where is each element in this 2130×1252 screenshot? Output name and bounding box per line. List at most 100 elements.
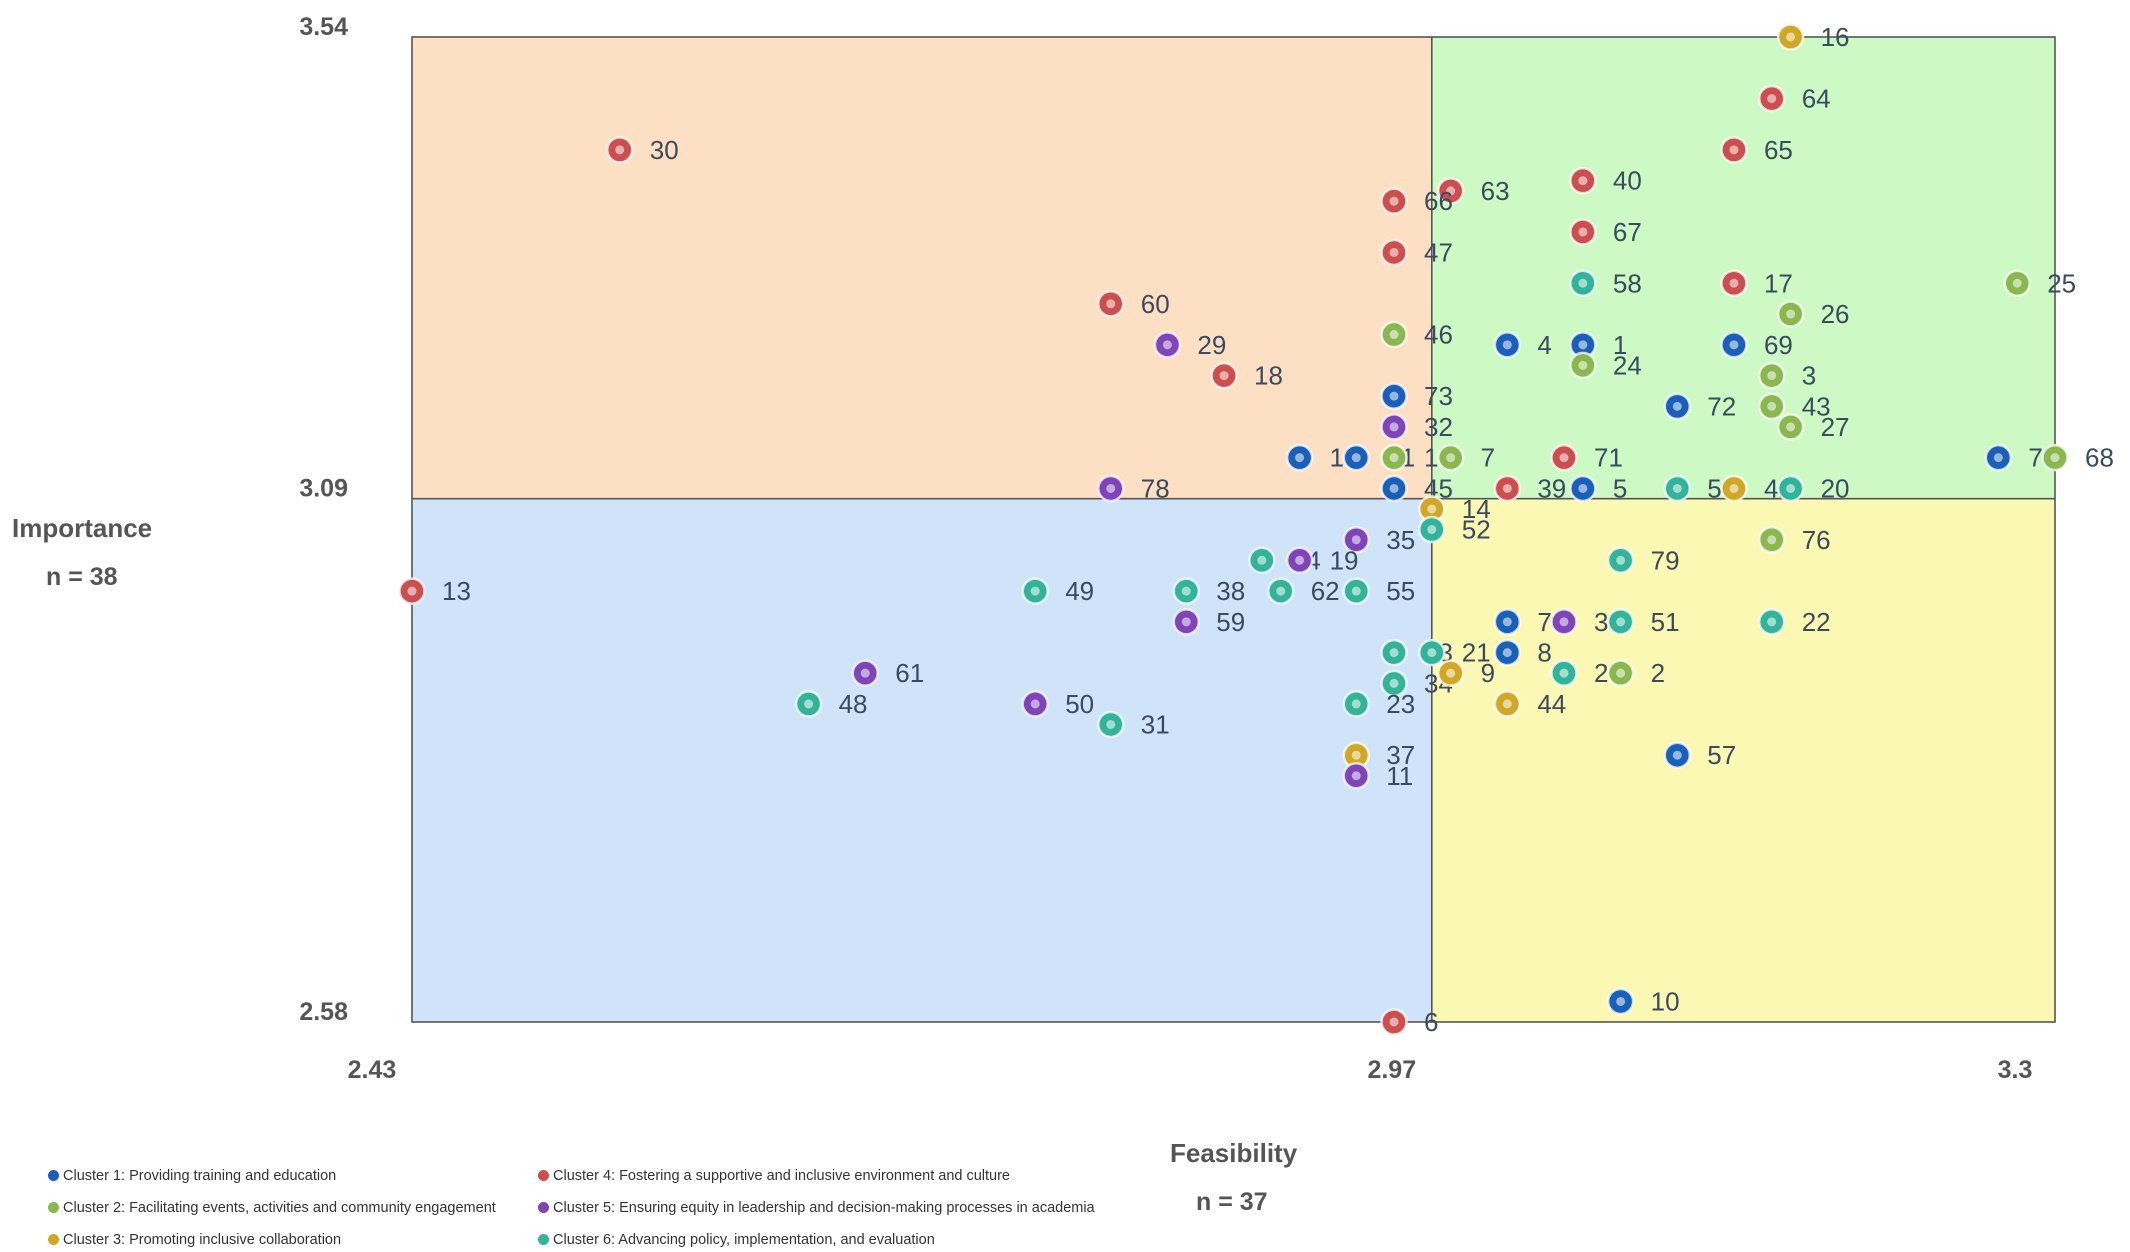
legend-label: Cluster 4: Fostering a supportive and in… bbox=[553, 1168, 1010, 1184]
legend-item-cluster-6: Cluster 6: Advancing policy, implementat… bbox=[538, 1232, 935, 1248]
data-point: 55 bbox=[1342, 576, 1415, 606]
point-marker-center bbox=[1786, 483, 1796, 493]
point-label: 43 bbox=[1802, 391, 1831, 421]
point-label: 64 bbox=[1802, 84, 1831, 114]
point-marker-center bbox=[1389, 330, 1399, 340]
point-marker-center bbox=[1767, 371, 1777, 381]
point-marker-center bbox=[1351, 535, 1361, 545]
data-point: 48 bbox=[794, 689, 868, 719]
legend-item-cluster-4: Cluster 4: Fostering a supportive and in… bbox=[538, 1168, 1010, 1184]
data-point: 18 bbox=[1210, 361, 1283, 391]
point-marker-center bbox=[1446, 453, 1456, 463]
point-label: 9 bbox=[1481, 658, 1495, 688]
data-point: 26 bbox=[1776, 299, 1850, 329]
legend-label: Cluster 2: Facilitating events, activiti… bbox=[63, 1200, 496, 1216]
plot-border bbox=[411, 36, 2056, 1023]
point-label: 62 bbox=[1311, 576, 1340, 606]
point-marker-center bbox=[1578, 227, 1588, 237]
point-marker-center bbox=[1389, 678, 1399, 688]
point-label: 72 bbox=[1707, 391, 1736, 421]
data-point: 4 bbox=[1493, 330, 1552, 360]
point-label: 47 bbox=[1424, 237, 1453, 267]
point-marker-center bbox=[1295, 555, 1305, 565]
point-marker-center bbox=[1786, 32, 1796, 42]
point-marker-center bbox=[1502, 648, 1512, 658]
data-point: 20 bbox=[1776, 473, 1850, 503]
data-point: 35 bbox=[1342, 525, 1415, 555]
data-point: 16 bbox=[1776, 22, 1850, 52]
point-marker-center bbox=[1389, 391, 1399, 401]
data-point: 25 bbox=[2003, 268, 2076, 298]
point-marker-center bbox=[1616, 668, 1626, 678]
point-label: 8 bbox=[1537, 638, 1551, 668]
quadrant-lower-right bbox=[1431, 498, 2055, 1022]
data-point: 37 bbox=[1342, 740, 1415, 770]
legend-dot-icon bbox=[48, 1202, 59, 1213]
point-label: 50 bbox=[1065, 689, 1094, 719]
legend-label: Cluster 1: Providing training and educat… bbox=[63, 1168, 337, 1184]
data-point: 13 bbox=[398, 576, 471, 606]
point-marker-center bbox=[1729, 483, 1739, 493]
point-label: 46 bbox=[1424, 320, 1453, 350]
quadrant-backgrounds bbox=[412, 37, 2055, 1022]
point-marker-center bbox=[1351, 771, 1361, 781]
point-marker-center bbox=[1729, 278, 1739, 288]
data-point: 42 bbox=[1720, 473, 1793, 503]
quadrant-lower-left bbox=[412, 498, 1432, 1022]
data-point: 79 bbox=[1606, 545, 1680, 575]
data-point: 8 bbox=[1493, 638, 1552, 668]
point-marker-center bbox=[1502, 617, 1512, 627]
legend-item-cluster-2: Cluster 2: Facilitating events, activiti… bbox=[48, 1200, 496, 1216]
data-point: 9 bbox=[1436, 658, 1495, 688]
point-label: 57 bbox=[1707, 740, 1736, 770]
point-label: 24 bbox=[1613, 350, 1642, 380]
point-marker-center bbox=[1389, 648, 1399, 658]
point-label: 76 bbox=[1802, 525, 1831, 555]
point-label: 37 bbox=[1386, 740, 1415, 770]
point-label: 59 bbox=[1216, 607, 1245, 637]
point-marker-center bbox=[407, 586, 417, 596]
point-label: 69 bbox=[1764, 330, 1793, 360]
data-point: 51 bbox=[1606, 607, 1680, 637]
point-label: 31 bbox=[1141, 709, 1170, 739]
legend-label: Cluster 5: Ensuring equity in leadership… bbox=[553, 1200, 1095, 1216]
point-label: 4 bbox=[1537, 330, 1551, 360]
point-label: 26 bbox=[1821, 299, 1850, 329]
point-label: 10 bbox=[1651, 986, 1680, 1016]
point-marker-center bbox=[1276, 586, 1286, 596]
point-label: 13 bbox=[442, 576, 471, 606]
point-label: 25 bbox=[2047, 268, 2076, 298]
point-label: 30 bbox=[650, 135, 679, 165]
point-marker-center bbox=[1389, 453, 1399, 463]
data-point: 66 bbox=[1380, 186, 1453, 216]
data-point: 24 bbox=[1569, 350, 1642, 380]
x-axis-label: Feasibility bbox=[1170, 1138, 1298, 1168]
data-point: 17 bbox=[1720, 268, 1793, 298]
point-label: 63 bbox=[1481, 176, 1510, 206]
x-tick-label: 2.97 bbox=[1367, 1056, 1416, 1084]
point-label: 27 bbox=[1821, 412, 1850, 442]
point-marker-center bbox=[615, 145, 625, 155]
legend-item-cluster-5: Cluster 5: Ensuring equity in leadership… bbox=[538, 1200, 1095, 1216]
point-marker-center bbox=[1427, 648, 1437, 658]
data-point: 2 bbox=[1606, 658, 1665, 688]
data-point: 47 bbox=[1380, 237, 1453, 267]
point-label: 11 bbox=[1386, 761, 1413, 791]
point-label: 71 bbox=[1594, 443, 1623, 473]
point-marker-center bbox=[1672, 750, 1682, 760]
y-tick-label: 3.09 bbox=[299, 475, 348, 503]
legend-dot-icon bbox=[48, 1234, 59, 1245]
point-marker-center bbox=[1578, 360, 1588, 370]
point-label: 16 bbox=[1821, 22, 1850, 52]
point-marker-center bbox=[1559, 617, 1569, 627]
point-marker-center bbox=[1672, 401, 1682, 411]
point-marker-center bbox=[1351, 750, 1361, 760]
point-label: 20 bbox=[1821, 473, 1850, 503]
data-point: 21 bbox=[1418, 638, 1491, 668]
quadrant-upper-right bbox=[1431, 37, 2055, 499]
data-point: 59 bbox=[1172, 607, 1245, 637]
point-label: 18 bbox=[1254, 361, 1283, 391]
data-point: 52 bbox=[1418, 515, 1491, 545]
